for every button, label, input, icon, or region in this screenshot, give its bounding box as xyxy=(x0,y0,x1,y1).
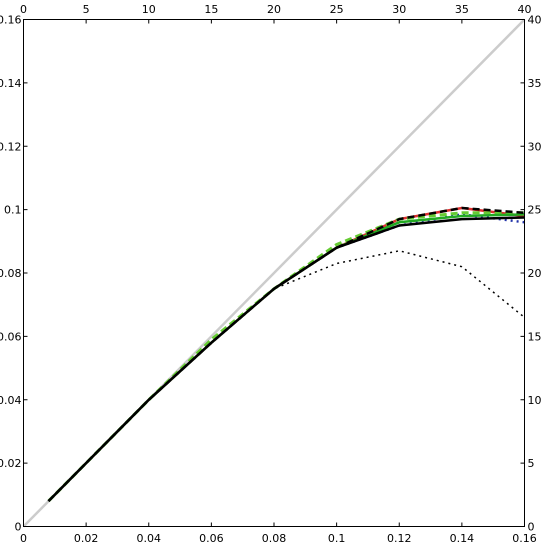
x-tick-label: 0.06 xyxy=(199,532,224,545)
series-line-7 xyxy=(47,216,525,502)
y-tick-label: 0.02 xyxy=(0,457,22,470)
x-tick-label: 0.1 xyxy=(328,532,346,545)
x2-tick-label: 5 xyxy=(83,3,90,16)
x2-tick-label: 0 xyxy=(20,3,27,16)
x-tick-label: 0.08 xyxy=(262,532,287,545)
y2-tick-label: 20 xyxy=(528,267,542,280)
series-line-1 xyxy=(47,250,525,502)
y-tick-label: 0 xyxy=(15,521,22,534)
x-tick-label: 0.04 xyxy=(137,532,162,545)
x2-tick-label: 40 xyxy=(518,3,532,16)
x-tick-label: 0.02 xyxy=(74,532,99,545)
y-tick-label: 0.1 xyxy=(4,204,22,217)
series-line-4 xyxy=(47,211,525,503)
x-tick-label: 0.12 xyxy=(387,532,412,545)
series-line-5 xyxy=(47,213,525,502)
y-tick-label: 0.14 xyxy=(0,77,22,90)
ticks-layer xyxy=(23,19,525,527)
y2-tick-label: 25 xyxy=(528,204,542,217)
y-tick-label: 0.08 xyxy=(0,267,22,280)
y2-tick-label: 30 xyxy=(528,140,542,153)
x2-tick-label: 10 xyxy=(142,3,156,16)
x2-tick-label: 30 xyxy=(392,3,406,16)
x2-tick-label: 25 xyxy=(330,3,344,16)
y2-tick-label: 35 xyxy=(528,77,542,90)
y2-tick-label: 5 xyxy=(528,457,535,470)
x-tick-label: 0 xyxy=(20,532,27,545)
tick-labels: 0 0.02 0.04 0.06 0.08 0.1 0.12 0.14 0.1600.020.0… xyxy=(0,3,542,545)
x-tick-label: 0.16 xyxy=(512,532,537,545)
series-line-2 xyxy=(47,206,525,502)
x2-tick-label: 15 xyxy=(204,3,218,16)
x2-tick-label: 35 xyxy=(455,3,469,16)
y2-tick-label: 40 xyxy=(528,14,542,27)
series-line-3 xyxy=(47,213,525,502)
y2-tick-label: 0 xyxy=(528,521,535,534)
x2-tick-label: 20 xyxy=(267,3,281,16)
y-tick-label: 0.12 xyxy=(0,140,22,153)
y-tick-label: 0.04 xyxy=(0,394,22,407)
y2-tick-label: 10 xyxy=(528,394,542,407)
y2-tick-label: 15 xyxy=(528,330,542,343)
y-tick-label: 0.16 xyxy=(0,14,22,27)
y-tick-label: 0.06 xyxy=(0,330,22,343)
series-line-6 xyxy=(47,206,525,502)
x-tick-label: 0.14 xyxy=(450,532,475,545)
series-layer xyxy=(22,18,526,528)
